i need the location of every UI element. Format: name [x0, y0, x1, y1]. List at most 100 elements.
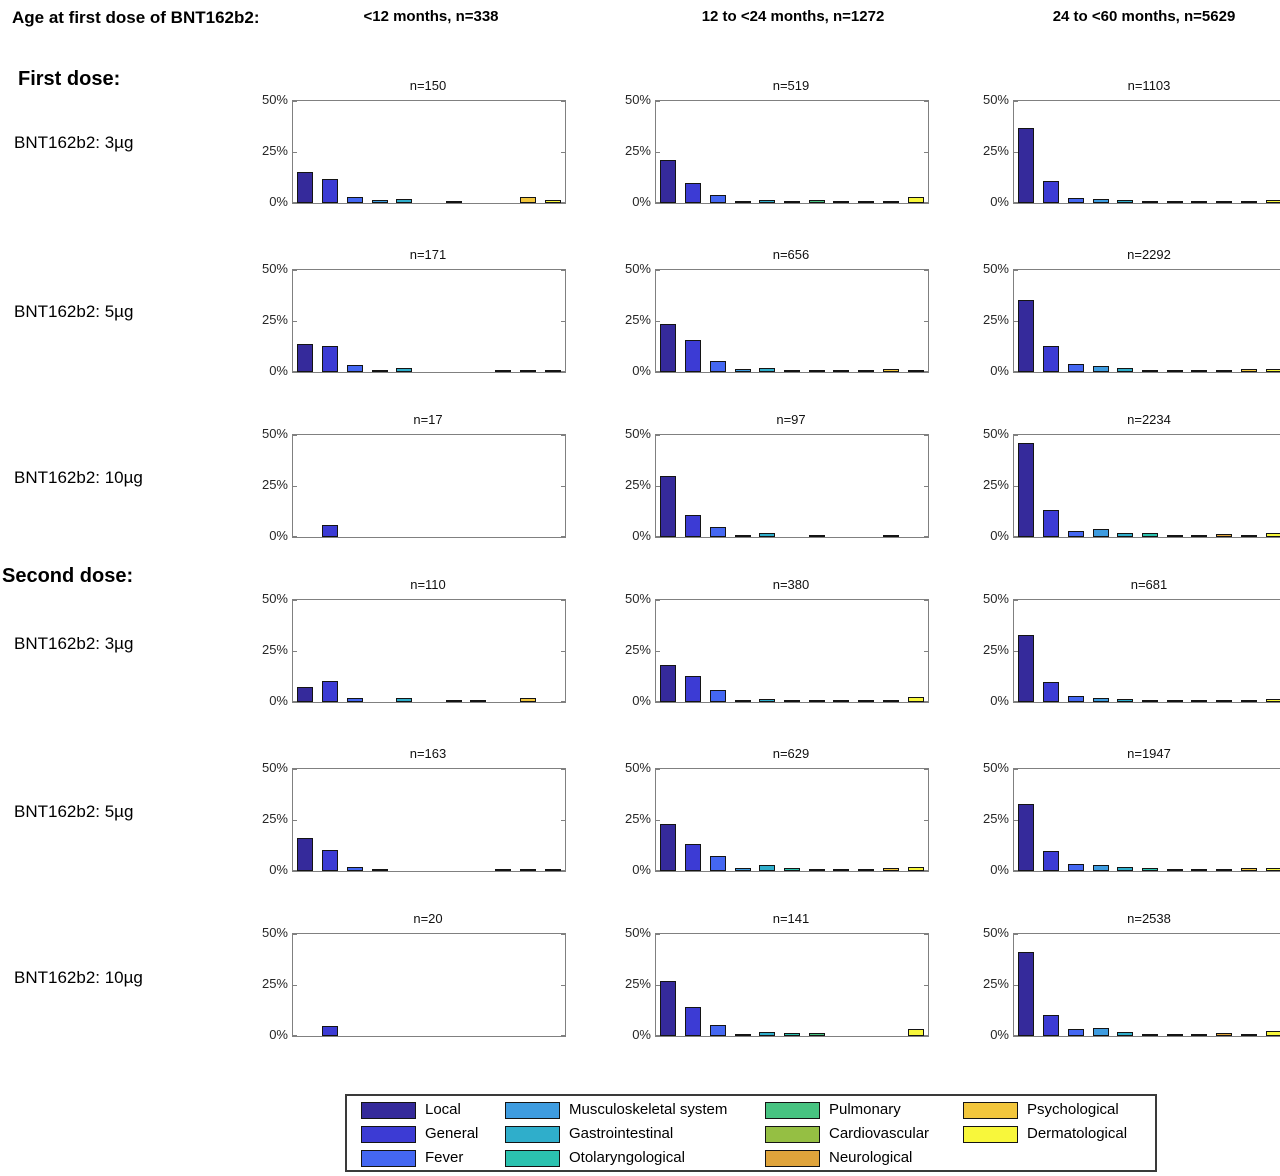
- y-tick-label: 50%: [261, 760, 288, 775]
- bar-general: [322, 1026, 339, 1036]
- plot-area: [1013, 599, 1280, 703]
- age-group-header-1: <12 months, n=338: [363, 8, 499, 25]
- y-tick-label: 0%: [632, 528, 651, 543]
- axis-tick: [924, 371, 928, 372]
- axis-tick: [561, 820, 565, 821]
- axis-tick: [1014, 701, 1018, 702]
- axis-tick: [561, 701, 565, 702]
- y-tick-label: 50%: [261, 426, 288, 441]
- bar-psychological: [519, 698, 536, 702]
- plot-area: [292, 599, 566, 703]
- bar-local: [297, 687, 314, 702]
- dose-label-second-3ug: BNT162b2: 3µg: [14, 634, 134, 653]
- bar-fever: [709, 527, 726, 537]
- panel-n-label: n=519: [772, 78, 810, 93]
- bar-fever: [709, 195, 726, 203]
- bar-pulmonary: [1166, 535, 1183, 537]
- bar-musculoskeletal-system: [1092, 865, 1109, 871]
- axis-tick: [293, 769, 297, 770]
- bar-psychological: [882, 369, 899, 372]
- chart-panel: n=1103 0% 25% 50%: [971, 78, 1280, 209]
- plot-area: [655, 933, 929, 1037]
- bar-musculoskeletal-system: [371, 869, 388, 871]
- bar-fever: [709, 361, 726, 372]
- panel-n-label: n=2538: [1127, 911, 1171, 926]
- plot-area: [292, 100, 566, 204]
- legend-label-otolaryngological: Otolaryngological: [569, 1149, 685, 1166]
- axis-tick: [656, 486, 660, 487]
- axis-tick: [561, 435, 565, 436]
- y-tick-label: 50%: [982, 925, 1009, 940]
- bar-dermatological: [1265, 699, 1280, 702]
- chart-panel: n=110 0% 25% 50%: [250, 577, 566, 708]
- bar-pulmonary: [1166, 370, 1183, 372]
- bar-pulmonary: [808, 869, 825, 871]
- y-tick-label: 0%: [990, 693, 1009, 708]
- axis-tick: [1014, 870, 1018, 871]
- bar-pulmonary: [808, 200, 825, 203]
- axis-tick: [924, 701, 928, 702]
- section-label-first-dose: First dose:: [18, 68, 121, 90]
- panel-n-label: n=163: [409, 746, 447, 761]
- legend-swatch-dermatological: [963, 1126, 1018, 1143]
- axis-tick: [656, 202, 660, 203]
- legend-label-psychological: Psychological: [1027, 1101, 1119, 1118]
- axis-tick: [293, 202, 297, 203]
- axis-tick: [561, 1035, 565, 1036]
- bar-musculoskeletal-system: [734, 700, 751, 702]
- chart-panel: n=2538 0% 25% 50%: [971, 911, 1280, 1042]
- axis-tick: [561, 934, 565, 935]
- axis-tick: [656, 820, 660, 821]
- bar-otolaryngological: [1142, 533, 1158, 537]
- bar-musculoskeletal-system: [1092, 1028, 1109, 1036]
- bar-neurological: [495, 869, 512, 871]
- y-tick-label: 25%: [261, 312, 288, 327]
- y-tick-label: 0%: [632, 194, 651, 209]
- bar-general: [1043, 510, 1060, 537]
- bar-pulmonary: [445, 201, 462, 203]
- axis-tick: [1014, 101, 1018, 102]
- panel-n-label: n=17: [413, 412, 443, 427]
- legend-swatch-musculoskeletal-system: [505, 1102, 560, 1119]
- chart-panel: n=519 0% 25% 50%: [613, 78, 929, 209]
- bar-general: [322, 346, 339, 372]
- axis-tick: [924, 321, 928, 322]
- bar-neurological: [858, 869, 875, 871]
- y-tick-label: 50%: [982, 426, 1009, 441]
- bar-dermatological: [1265, 533, 1280, 537]
- y-tick-label: 25%: [261, 976, 288, 991]
- bar-cardiovascular: [833, 370, 850, 372]
- axis-tick: [924, 651, 928, 652]
- y-tick-label: 0%: [990, 862, 1009, 877]
- plot-area: [292, 269, 566, 373]
- panel-n-label: n=656: [772, 247, 810, 262]
- axis-tick: [1014, 536, 1018, 537]
- y-tick-label: 25%: [982, 312, 1009, 327]
- bar-gastrointestinal: [396, 368, 413, 372]
- axis-tick: [1014, 934, 1018, 935]
- bar-cardiovascular: [1191, 535, 1208, 537]
- bar-pulmonary: [1166, 1034, 1183, 1036]
- axis-tick: [656, 934, 660, 935]
- axis-tick: [656, 701, 660, 702]
- legend-swatch-local: [361, 1102, 416, 1119]
- axis-tick: [1014, 435, 1018, 436]
- bar-fever: [1067, 364, 1084, 372]
- bar-general: [1043, 181, 1060, 203]
- bar-pulmonary: [808, 370, 825, 372]
- bar-pulmonary: [1166, 700, 1183, 702]
- axis-tick: [656, 435, 660, 436]
- bar-local: [1018, 804, 1035, 871]
- axis-tick: [561, 769, 565, 770]
- bar-local: [1018, 635, 1035, 702]
- legend-swatch-otolaryngological: [505, 1150, 560, 1167]
- plot-area: [655, 599, 929, 703]
- bar-local: [1018, 128, 1035, 203]
- bar-otolaryngological: [784, 868, 800, 871]
- axis-tick: [293, 934, 297, 935]
- axis-tick: [656, 769, 660, 770]
- bar-psychological: [882, 201, 899, 203]
- bar-gastrointestinal: [759, 368, 776, 372]
- bar-gastrointestinal: [1117, 200, 1134, 203]
- panel-n-label: n=380: [772, 577, 810, 592]
